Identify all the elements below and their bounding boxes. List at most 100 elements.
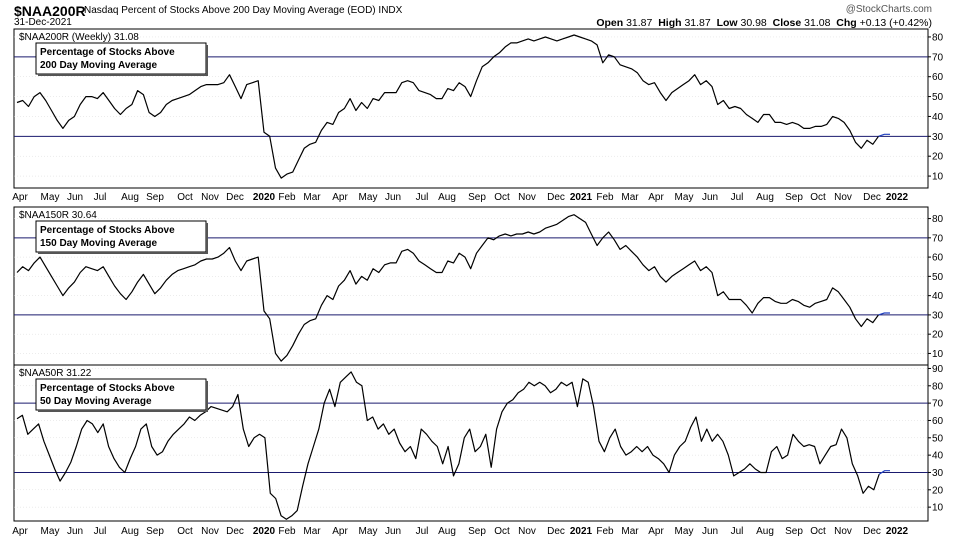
x-tick-label: Oct bbox=[494, 526, 510, 537]
y-tick-label: 40 bbox=[932, 112, 944, 123]
y-tick-label: 20 bbox=[932, 152, 944, 163]
y-tick-label: 80 bbox=[932, 381, 944, 392]
x-tick-label: Apr bbox=[332, 526, 348, 537]
chart-date: 31-Dec-2021 bbox=[14, 17, 72, 28]
x-tick-label: Jun bbox=[67, 526, 83, 537]
x-tick-label: Aug bbox=[121, 526, 139, 537]
x-tick-label: 2021 bbox=[570, 526, 593, 537]
x-tick-label: Dec bbox=[226, 192, 244, 203]
x-tick-label: Nov bbox=[518, 526, 536, 537]
annotation-shadow bbox=[38, 410, 208, 412]
y-tick-label: 50 bbox=[932, 92, 944, 103]
y-tick-label: 60 bbox=[932, 253, 944, 264]
x-tick-label: Nov bbox=[834, 526, 852, 537]
panel-title: $NAA200R (Weekly) 31.08 bbox=[19, 32, 139, 43]
x-tick-label: 2022 bbox=[886, 526, 909, 537]
x-axis-2: Apr May Jun Jul Aug Sep Oct Nov Dec 2020 Feb Mar Apr… bbox=[12, 526, 908, 537]
x-tick-label: May bbox=[41, 526, 60, 537]
x-tick-label: Mar bbox=[303, 526, 321, 537]
series-line bbox=[16, 34, 879, 179]
x-tick-label: Sep bbox=[468, 192, 486, 203]
x-tick-label: Jul bbox=[731, 526, 744, 537]
series-line-recent bbox=[878, 312, 890, 316]
x-tick-label: Sep bbox=[785, 526, 803, 537]
y-tick-label: 40 bbox=[932, 451, 944, 462]
y-tick-label: 80 bbox=[932, 214, 944, 225]
x-tick-label: Aug bbox=[438, 526, 456, 537]
x-tick-label: May bbox=[359, 192, 378, 203]
x-tick-label: Jun bbox=[702, 192, 718, 203]
x-tick-label: May bbox=[41, 192, 60, 203]
x-tick-label: Feb bbox=[596, 526, 614, 537]
x-tick-label: Nov bbox=[834, 192, 852, 203]
x-tick-label: Apr bbox=[12, 192, 28, 203]
x-tick-label: Jul bbox=[731, 192, 744, 203]
x-tick-label: May bbox=[675, 192, 694, 203]
x-tick-label: Mar bbox=[303, 192, 321, 203]
x-tick-label: May bbox=[675, 526, 694, 537]
ticker-symbol: $NAA200R bbox=[14, 3, 86, 19]
annotation-line-2: 150 Day Moving Average bbox=[40, 238, 158, 249]
y-tick-label: 30 bbox=[932, 468, 944, 479]
chart-panel-3: 10 20 30 40 50 60 70 80 90 $NAA50R 31.22 Percentag… bbox=[13, 364, 944, 522]
x-tick-label: Aug bbox=[438, 192, 456, 203]
x-tick-label: Jul bbox=[94, 526, 107, 537]
annotation-shadow bbox=[206, 45, 208, 76]
chart-panel-1: 10 20 30 40 50 60 70 80 $NAA200R (Weekly) 31.08 P… bbox=[13, 28, 944, 189]
x-tick-label: Feb bbox=[278, 526, 296, 537]
x-tick-label: Jul bbox=[94, 192, 107, 203]
x-axis-1: Apr May Jun Jul Aug Sep Oct Nov Dec 2020 Feb Mar Apr… bbox=[12, 192, 908, 203]
x-tick-label: Apr bbox=[648, 192, 664, 203]
annotation-line-1: Percentage of Stocks Above bbox=[40, 225, 175, 236]
x-tick-label: Oct bbox=[494, 192, 510, 203]
x-tick-label: 2020 bbox=[253, 526, 276, 537]
x-tick-label: Sep bbox=[146, 526, 164, 537]
y-tick-label: 20 bbox=[932, 330, 944, 341]
annotation-box bbox=[35, 378, 207, 411]
y-tick-label: 30 bbox=[932, 132, 944, 143]
series-line-recent bbox=[878, 133, 890, 137]
x-tick-label: Aug bbox=[756, 526, 774, 537]
x-tick-label: 2022 bbox=[886, 192, 909, 203]
annotation-shadow bbox=[38, 74, 208, 76]
x-tick-label: Nov bbox=[201, 526, 219, 537]
x-tick-label: Sep bbox=[468, 526, 486, 537]
panel-title: $NAA150R 30.64 bbox=[19, 210, 97, 221]
y-tick-label: 60 bbox=[932, 72, 944, 83]
x-tick-label: May bbox=[359, 526, 378, 537]
x-tick-label: Apr bbox=[332, 192, 348, 203]
y-tick-label: 40 bbox=[932, 291, 944, 302]
annotation-line-2: 200 Day Moving Average bbox=[40, 60, 158, 71]
y-tick-label: 70 bbox=[932, 233, 944, 244]
y-tick-label: 10 bbox=[932, 349, 944, 360]
x-tick-label: Jun bbox=[385, 192, 401, 203]
x-tick-label: Jul bbox=[416, 192, 429, 203]
x-tick-label: Jun bbox=[702, 526, 718, 537]
annotation-shadow bbox=[38, 252, 208, 254]
series-line bbox=[16, 214, 879, 362]
watermark: @StockCharts.com bbox=[845, 4, 932, 15]
y-tick-label: 70 bbox=[932, 399, 944, 410]
x-tick-label: Oct bbox=[177, 526, 193, 537]
x-tick-label: Jun bbox=[67, 192, 83, 203]
y-tick-label: 80 bbox=[932, 32, 944, 43]
chart-description: Nasdaq Percent of Stocks Above 200 Day M… bbox=[84, 5, 403, 16]
annotation-line-1: Percentage of Stocks Above bbox=[40, 383, 175, 394]
y-tick-label: 20 bbox=[932, 485, 944, 496]
annotation-box bbox=[35, 42, 207, 75]
annotation-shadow bbox=[206, 381, 208, 412]
x-tick-label: Apr bbox=[648, 526, 664, 537]
x-tick-label: Dec bbox=[547, 192, 565, 203]
x-tick-label: Mar bbox=[621, 192, 639, 203]
x-tick-label: Jul bbox=[416, 526, 429, 537]
annotation-line-1: Percentage of Stocks Above bbox=[40, 47, 175, 58]
x-tick-label: Mar bbox=[621, 526, 639, 537]
x-tick-label: 2021 bbox=[570, 192, 593, 203]
x-tick-label: Dec bbox=[547, 526, 565, 537]
x-tick-label: Aug bbox=[121, 192, 139, 203]
x-tick-label: Dec bbox=[226, 526, 244, 537]
x-tick-label: Oct bbox=[810, 526, 826, 537]
x-tick-label: Dec bbox=[863, 192, 881, 203]
x-tick-label: Jun bbox=[385, 526, 401, 537]
